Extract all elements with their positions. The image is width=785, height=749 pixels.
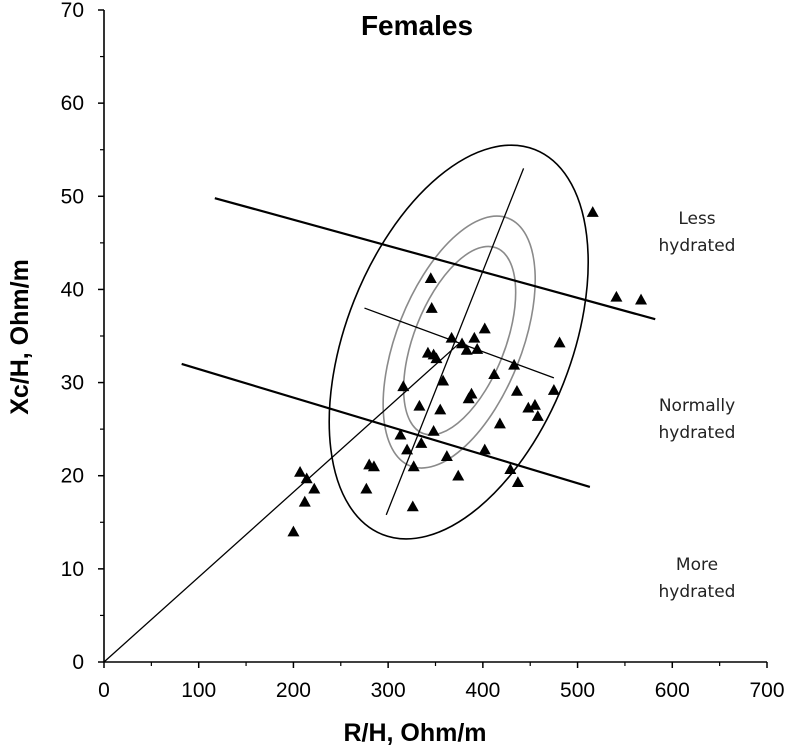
zone-label-line: Normally bbox=[659, 396, 735, 416]
data-point bbox=[522, 401, 535, 413]
data-point bbox=[547, 384, 560, 395]
data-point bbox=[528, 398, 541, 410]
data-point bbox=[445, 331, 458, 343]
data-point bbox=[452, 469, 465, 481]
x-axis-title: R/H, Ohm/m bbox=[343, 719, 486, 747]
x-tick-label: 0 bbox=[98, 679, 110, 702]
x-tick-label: 500 bbox=[560, 679, 595, 702]
zone-label-line: hydrated bbox=[659, 423, 736, 443]
zone-label-more-hydrated: More hydrated bbox=[659, 555, 736, 602]
y-tick-label: 0 bbox=[72, 651, 84, 674]
data-point bbox=[430, 352, 443, 364]
data-point bbox=[407, 460, 420, 472]
data-point bbox=[511, 476, 524, 488]
data-point bbox=[553, 336, 566, 348]
data-point bbox=[394, 428, 407, 440]
data-point bbox=[510, 384, 523, 396]
y-tick-label: 30 bbox=[61, 372, 84, 395]
data-point bbox=[298, 495, 311, 507]
data-point bbox=[504, 463, 517, 474]
data-point bbox=[493, 417, 506, 429]
data-point bbox=[415, 437, 428, 448]
x-tick-label: 200 bbox=[276, 679, 311, 702]
y-axis-title: Xc/H, Ohm/m bbox=[6, 259, 34, 415]
data-point bbox=[460, 343, 473, 355]
x-tick-label: 700 bbox=[749, 679, 784, 702]
data-point bbox=[456, 337, 469, 349]
x-tick-label: 300 bbox=[371, 679, 406, 702]
zone-label-line: More bbox=[676, 555, 718, 575]
data-point bbox=[287, 525, 300, 537]
data-point bbox=[635, 293, 648, 305]
data-point bbox=[360, 482, 373, 494]
y-tick-label: 40 bbox=[61, 278, 84, 301]
data-point bbox=[425, 302, 438, 313]
data-point bbox=[478, 322, 491, 334]
data-point bbox=[300, 472, 313, 484]
chart-title: Females bbox=[361, 10, 473, 41]
zone-label-line: Less bbox=[678, 209, 715, 229]
data-point bbox=[437, 374, 450, 386]
data-point bbox=[367, 460, 380, 472]
data-point bbox=[406, 500, 419, 512]
data-points bbox=[287, 206, 648, 537]
x-tick-label: 100 bbox=[181, 679, 216, 702]
zone-label-line: hydrated bbox=[659, 582, 736, 602]
y-tick-label: 60 bbox=[61, 92, 84, 115]
data-point bbox=[478, 443, 491, 455]
tolerance-ellipse-50 bbox=[402, 245, 517, 436]
y-tick-label: 10 bbox=[61, 558, 84, 581]
zone-label-less-hydrated: Less hydrated bbox=[659, 209, 736, 256]
zone-label-normally-hydrated: Normally hydrated bbox=[659, 396, 736, 443]
data-point bbox=[413, 399, 426, 411]
tolerance-ellipse-95 bbox=[328, 144, 589, 540]
data-point bbox=[308, 482, 321, 494]
x-tick-label: 400 bbox=[465, 679, 500, 702]
data-point bbox=[434, 403, 447, 415]
data-point bbox=[488, 368, 501, 379]
data-point bbox=[401, 443, 414, 455]
data-point bbox=[427, 425, 440, 436]
data-point bbox=[468, 331, 481, 343]
y-tick-label: 20 bbox=[61, 465, 84, 488]
mean-vector-line bbox=[103, 342, 460, 663]
reference-line-lower bbox=[181, 362, 591, 488]
zone-label-line: hydrated bbox=[659, 236, 736, 256]
data-point bbox=[531, 410, 544, 421]
y-tick-label: 70 bbox=[61, 0, 84, 22]
data-point bbox=[424, 272, 437, 284]
data-point bbox=[471, 343, 484, 354]
analysis-shapes bbox=[103, 144, 656, 663]
x-tick-label: 600 bbox=[655, 679, 690, 702]
data-point bbox=[294, 465, 307, 477]
data-point bbox=[465, 387, 478, 399]
data-point bbox=[508, 358, 521, 370]
ticks: 0 100 200 300 400 500 600 700 0 10 20 30 40 50 60 70 bbox=[61, 0, 785, 702]
reference-line-upper bbox=[214, 197, 656, 321]
data-point bbox=[610, 290, 623, 302]
data-point bbox=[440, 450, 453, 461]
data-point bbox=[397, 380, 410, 392]
data-point bbox=[586, 206, 599, 217]
y-tick-label: 50 bbox=[61, 185, 84, 208]
